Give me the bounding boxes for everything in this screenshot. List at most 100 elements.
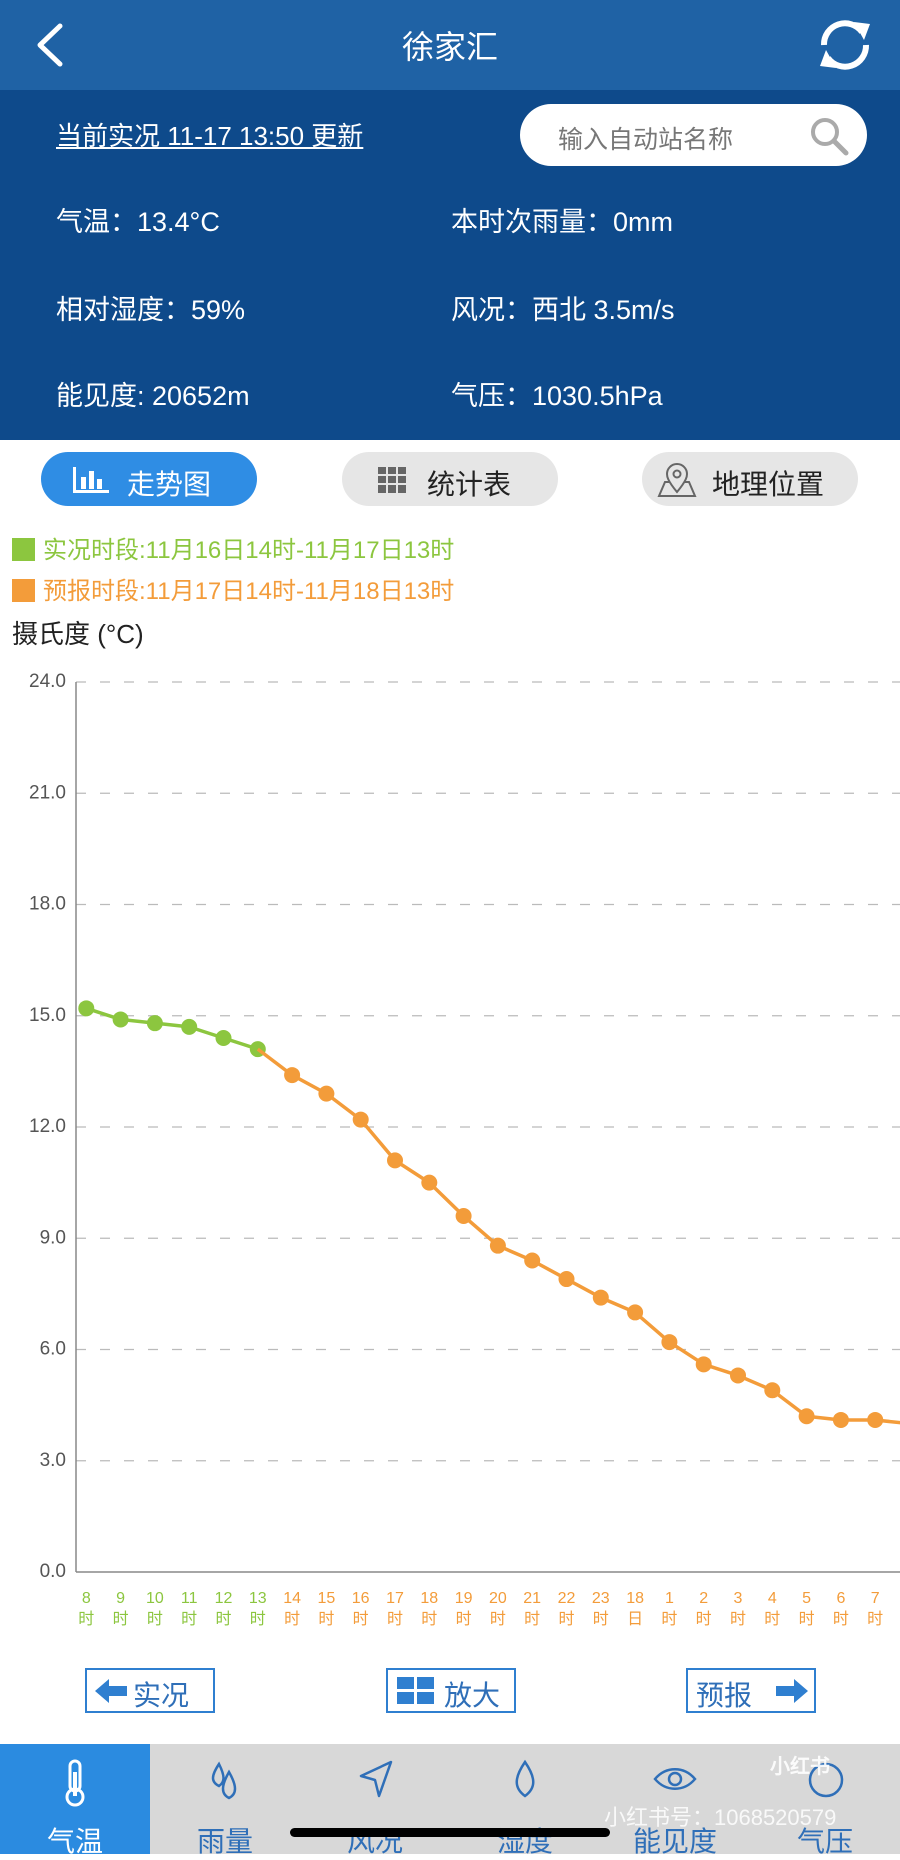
tab-location[interactable]: 地理位置: [642, 452, 858, 506]
info-item: 本时次雨量：0mm: [451, 207, 673, 237]
data-point: [284, 1067, 301, 1084]
nav-wind[interactable]: 风况: [300, 1744, 450, 1857]
x-tick-label: 18日: [626, 1590, 644, 1628]
data-point: [318, 1085, 335, 1102]
legend-item: 预报时段:11月17日14时-11月18日13时: [12, 571, 454, 606]
data-point: [78, 1000, 95, 1017]
y-tick-label: 9.0: [40, 1227, 66, 1248]
data-point: [867, 1411, 884, 1428]
x-tick-label: 18时: [420, 1590, 439, 1628]
arrow-right-icon: [776, 1679, 808, 1703]
rain-icon: [211, 1761, 237, 1800]
y-tick-label: 24.0: [29, 671, 66, 692]
data-point: [215, 1030, 232, 1046]
x-tick-label: 23时: [591, 1590, 610, 1628]
chart-icon: [73, 467, 109, 493]
x-tick-label: 12时: [214, 1590, 233, 1628]
line-chart: 0.0 3.0 6.0 9.0 12.0 15.0 18.0 21.0 24.0: [29, 671, 900, 1582]
search-box[interactable]: 输入自动站名称: [520, 104, 867, 166]
nav-pressure[interactable]: 气压: [750, 1744, 900, 1857]
tab-table[interactable]: 统计表: [342, 452, 558, 506]
x-tick-label: 22时: [557, 1590, 576, 1628]
nav-label: 雨量: [196, 1826, 253, 1857]
x-tick-label: 17时: [386, 1590, 404, 1628]
top-bar: [0, 0, 900, 90]
info-item: 相对湿度：59%: [56, 295, 246, 325]
x-tick-label: 20时: [488, 1590, 507, 1628]
x-tick-label: 11时: [180, 1590, 198, 1628]
y-tick-label: 0.0: [40, 1561, 66, 1582]
data-point: [832, 1411, 849, 1428]
data-point: [112, 1011, 129, 1028]
eye-icon: [653, 1768, 697, 1790]
y-tick-label: 12.0: [29, 1116, 66, 1137]
data-point: [455, 1208, 472, 1224]
tab-trend[interactable]: 走势图: [41, 452, 257, 506]
legend-swatch: [12, 579, 35, 602]
data-point: [764, 1382, 781, 1399]
legend-item: 实况时段:11月16日14时-11月17日13时: [12, 530, 454, 565]
data-point: [695, 1356, 712, 1373]
button-actual[interactable]: 实况: [85, 1668, 215, 1713]
data-point: [661, 1334, 678, 1351]
y-tick-label: 18.0: [29, 894, 66, 915]
x-tick-label: 7时: [867, 1590, 884, 1628]
data-point: [627, 1304, 644, 1321]
y-tick-label: 6.0: [40, 1339, 66, 1360]
x-tick-label: 9时: [112, 1590, 129, 1628]
data-point: [524, 1252, 541, 1269]
home-indicator: [290, 1828, 610, 1837]
search-placeholder: 输入自动站名称: [558, 126, 734, 154]
arrow-left-icon: [95, 1679, 127, 1703]
x-tick-label: 14时: [283, 1590, 301, 1628]
button-label: 实况: [133, 1680, 190, 1711]
info-item: 风况：西北 3.5m/s: [451, 295, 675, 325]
tab-label: 走势图: [127, 469, 212, 500]
data-point: [146, 1015, 163, 1032]
x-tick-label: 1时: [661, 1590, 678, 1628]
data-point: [489, 1237, 506, 1254]
data-point: [730, 1367, 746, 1384]
info-item: 气温：13.4°C: [56, 207, 220, 237]
update-link[interactable]: 当前实况 11-17 13:50 更新: [56, 121, 364, 151]
button-label: 放大: [444, 1680, 501, 1711]
x-tick-label: 8时: [78, 1590, 95, 1628]
x-tick-label: 3时: [729, 1590, 746, 1628]
info-item: 能见度: 20652m: [56, 381, 250, 411]
series-line: [291, 1073, 900, 1425]
map-icon: [657, 463, 697, 497]
refresh-button[interactable]: [812, 12, 878, 78]
nav-humidity[interactable]: 湿度: [450, 1744, 600, 1857]
x-tick-label: 19时: [454, 1590, 473, 1628]
nav-visibility[interactable]: 能见度: [600, 1744, 750, 1857]
legend-label: 预报时段:11月17日14时-11月18日13时: [43, 578, 455, 605]
nav-label: 能见度: [632, 1826, 717, 1857]
button-label: 预报: [696, 1680, 753, 1711]
data-point: [558, 1271, 575, 1288]
button-zoom[interactable]: 放大: [386, 1668, 516, 1713]
data-point: [352, 1111, 369, 1128]
legend-label: 实况时段:11月16日14时-11月17日13时: [43, 537, 455, 564]
y-tick-label: 15.0: [29, 1005, 66, 1026]
x-tick-label: 5时: [798, 1590, 815, 1628]
legend-swatch: [12, 538, 35, 561]
y-tick-label: 21.0: [29, 782, 66, 803]
x-tick-label: 10时: [145, 1590, 164, 1628]
data-point: [181, 1018, 198, 1035]
y-tick-label: 3.0: [40, 1450, 66, 1471]
drop-icon: [515, 1759, 535, 1798]
tab-label: 统计表: [427, 469, 512, 500]
thermometer-icon: [65, 1759, 85, 1807]
nav-temperature[interactable]: 气温: [0, 1744, 150, 1857]
info-item: 气压：1030.5hPa: [451, 381, 663, 411]
x-tick-label: 21时: [523, 1590, 542, 1628]
back-button[interactable]: [30, 20, 70, 70]
data-point: [592, 1289, 609, 1306]
y-axis-title: 摄氏度 (°C): [12, 619, 144, 649]
watermark-text: 小红书号：1068520579: [604, 1805, 837, 1830]
tab-label: 地理位置: [712, 469, 825, 500]
button-forecast[interactable]: 预报: [686, 1668, 816, 1713]
nav-rain[interactable]: 雨量: [150, 1744, 300, 1857]
nav-label: 气压: [796, 1826, 853, 1857]
